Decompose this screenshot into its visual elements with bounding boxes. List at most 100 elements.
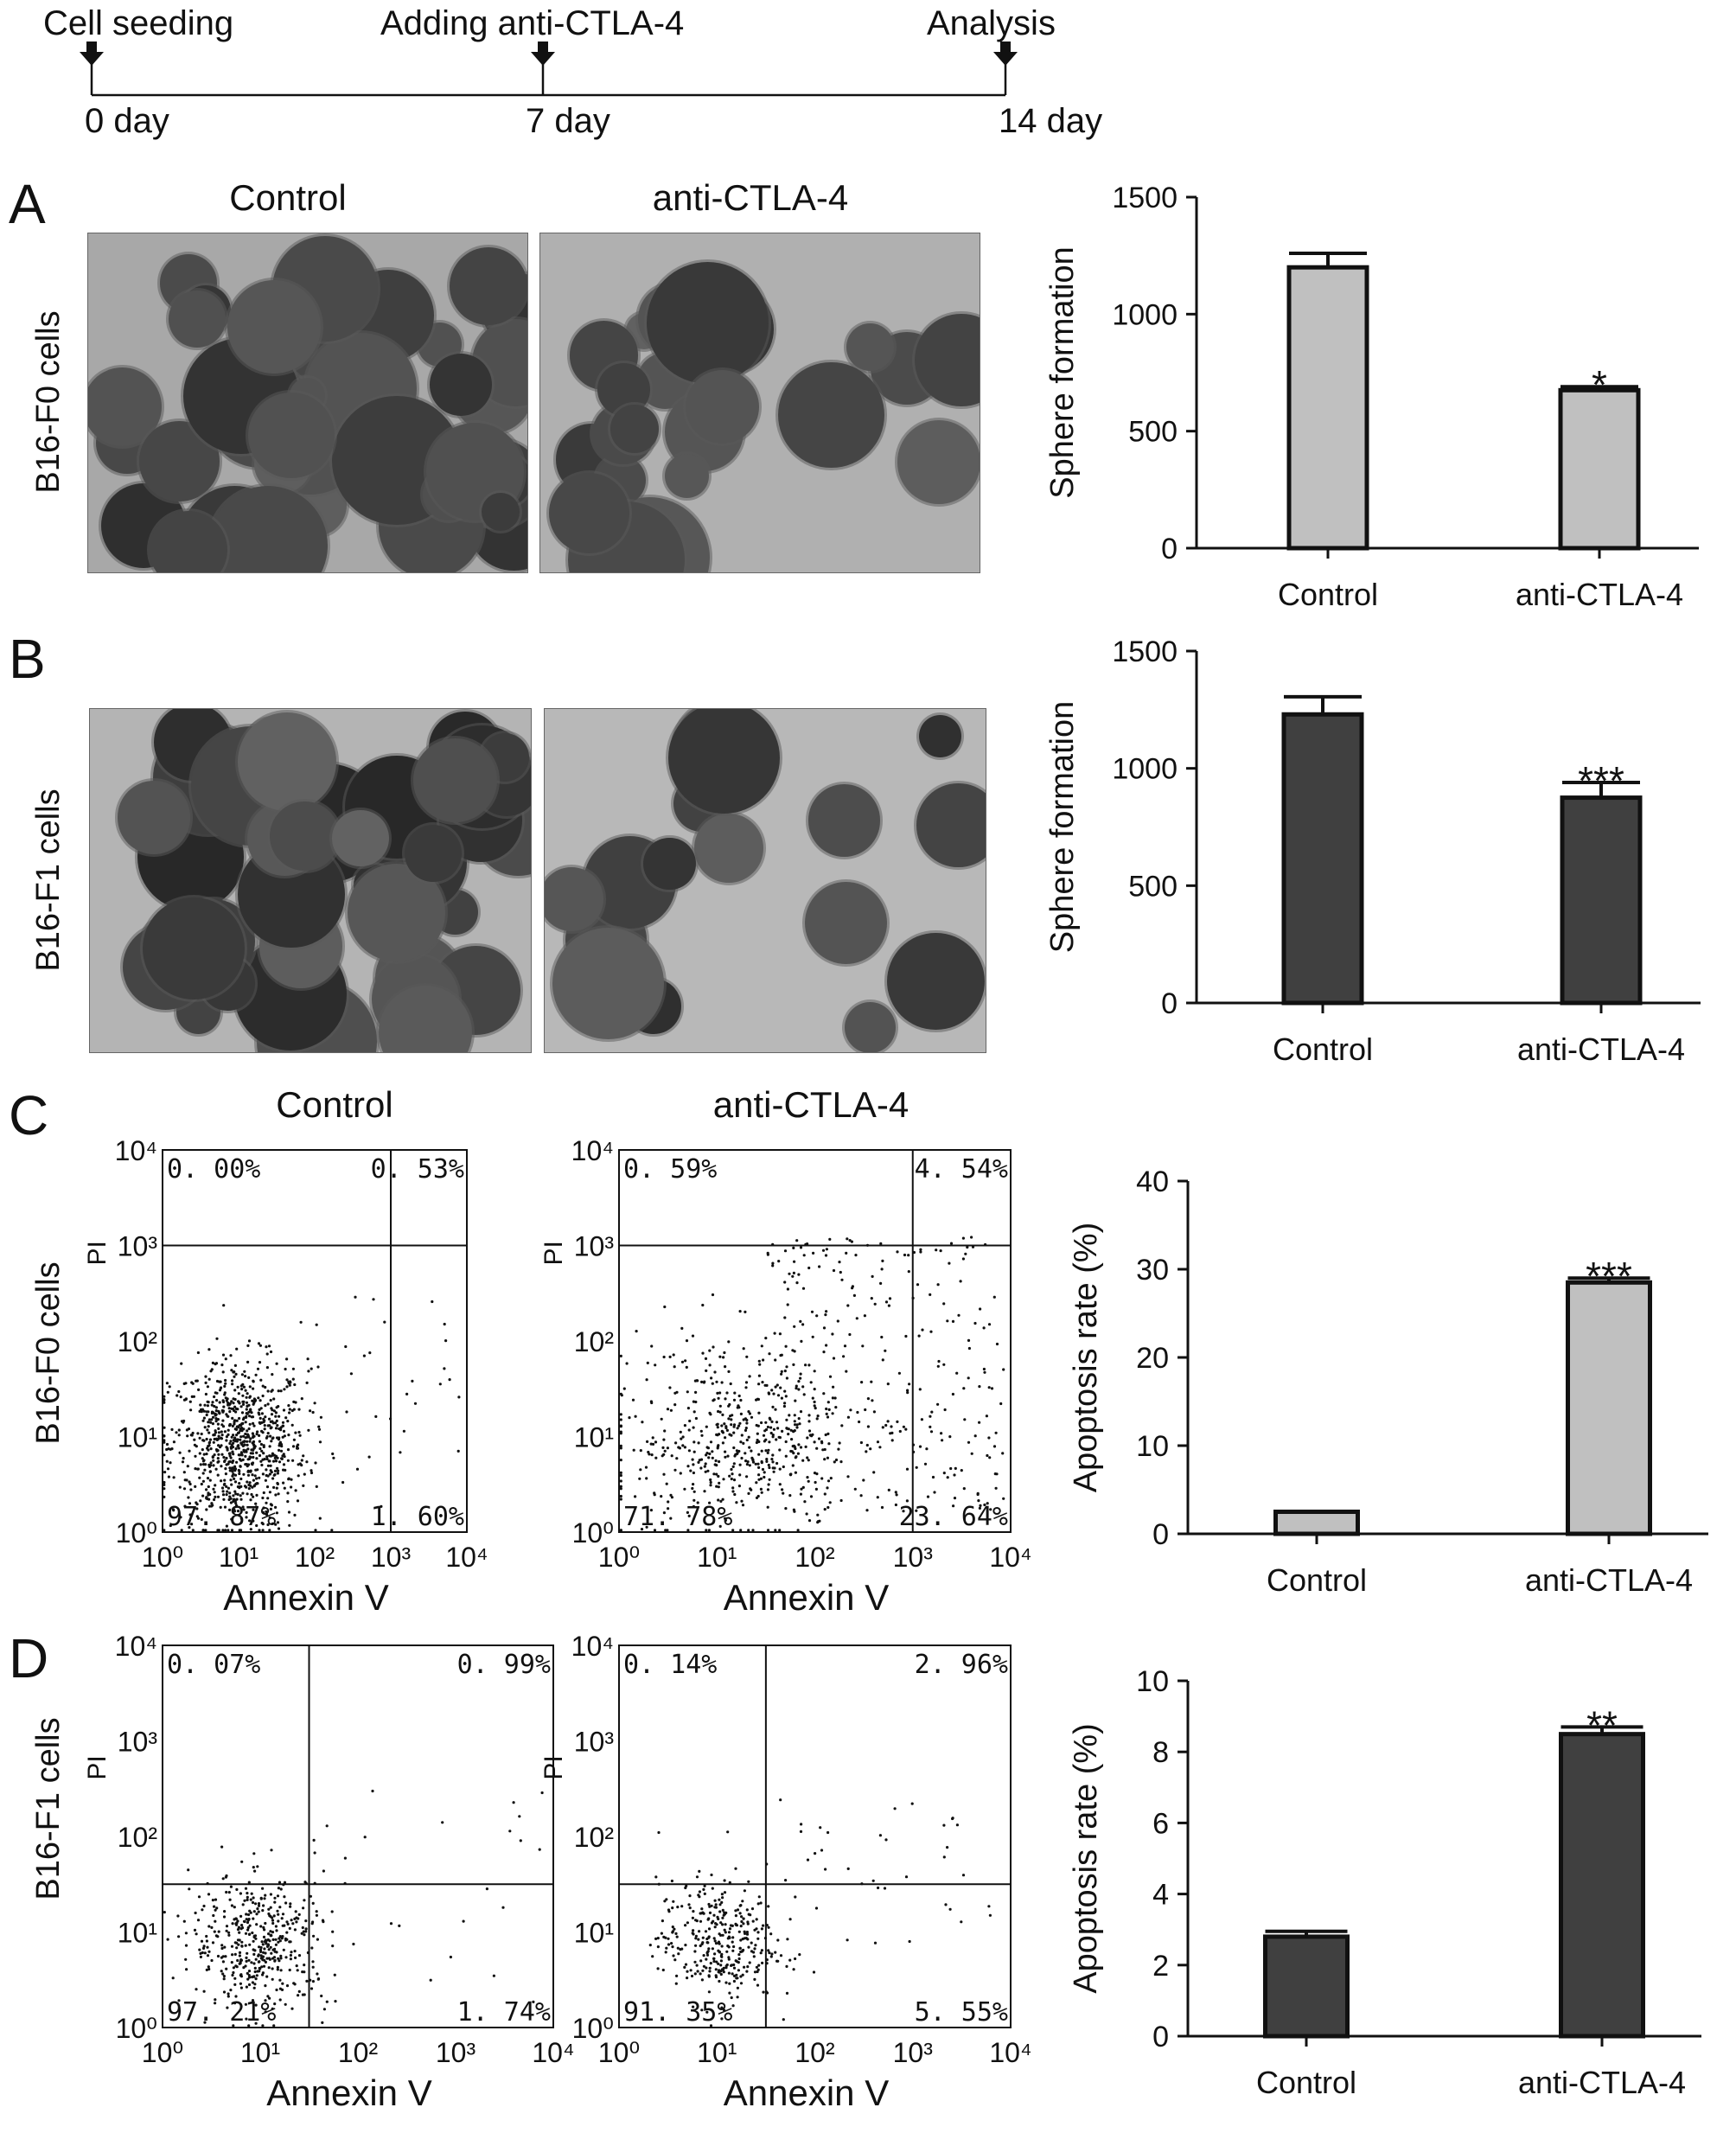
event-dot	[278, 1440, 282, 1444]
event-dot	[185, 1968, 188, 1971]
y-tick-label: 10	[1136, 1430, 1169, 1463]
event-dot	[1002, 1368, 1005, 1371]
event-dot	[748, 1464, 751, 1467]
y-axis-label: PI	[83, 1755, 112, 1779]
event-dot	[270, 1934, 273, 1938]
event-dot	[175, 1431, 178, 1434]
event-dot	[760, 1927, 764, 1931]
event-dot	[165, 1382, 169, 1385]
event-dot	[697, 1938, 700, 1941]
event-dot	[226, 1448, 229, 1452]
event-dot	[315, 1913, 318, 1917]
event-dot	[258, 1416, 262, 1420]
plot-frame	[618, 1149, 1012, 1533]
event-dot	[214, 1908, 217, 1912]
event-dot	[723, 1351, 726, 1355]
event-dot	[291, 1445, 296, 1448]
event-dot	[210, 1958, 214, 1963]
event-dot	[319, 1415, 322, 1419]
event-dot	[766, 1253, 770, 1256]
plot-frame	[162, 1644, 554, 2028]
event-dot	[653, 1529, 657, 1532]
event-dot	[252, 1508, 255, 1511]
event-dot	[839, 1270, 842, 1274]
event-dot	[262, 1452, 265, 1455]
event-dot	[261, 1458, 265, 1461]
event-dot	[258, 1970, 261, 1973]
event-dot	[788, 1272, 791, 1275]
event-dot	[251, 1999, 255, 2002]
event-dot	[739, 1925, 743, 1928]
event-dot	[718, 1404, 722, 1408]
event-dot	[781, 1488, 784, 1491]
event-dot	[706, 1918, 710, 1921]
y-tick-label: 1000	[1112, 298, 1178, 331]
event-dot	[234, 1502, 238, 1505]
event-dot	[666, 1446, 670, 1450]
event-dot	[202, 1409, 206, 1413]
event-dot	[234, 1995, 238, 1998]
panel-letter-b: B	[9, 628, 46, 690]
event-dot	[247, 1983, 252, 1987]
event-dot	[712, 1937, 716, 1940]
event-dot	[214, 1431, 218, 1434]
event-dot	[860, 1381, 864, 1384]
event-dot	[210, 1502, 214, 1505]
event-dot	[286, 1459, 290, 1462]
event-dot	[896, 1420, 899, 1423]
event-dot	[233, 1477, 236, 1480]
event-dot	[852, 1293, 857, 1297]
event-dot	[888, 1297, 892, 1300]
event-dot	[275, 1486, 278, 1490]
event-dot	[691, 1916, 695, 1919]
event-dot	[765, 1383, 769, 1387]
event-dot	[247, 1974, 251, 1977]
event-dot	[260, 1449, 264, 1453]
event-dot	[714, 1976, 718, 1979]
event-dot	[272, 1397, 276, 1401]
event-dot	[732, 1431, 736, 1434]
event-dot	[288, 1968, 291, 1972]
event-dot	[827, 1401, 830, 1404]
event-dot	[240, 1411, 245, 1415]
event-dot	[344, 1344, 348, 1349]
cell-sphere	[646, 261, 769, 385]
event-dot	[756, 1424, 760, 1427]
event-dot	[894, 1503, 897, 1507]
event-dot	[907, 1254, 910, 1257]
event-dot	[265, 1345, 268, 1349]
event-dot	[990, 1387, 994, 1390]
event-dot	[264, 2010, 267, 2014]
event-dot	[200, 1939, 204, 1943]
event-dot	[905, 1499, 909, 1503]
event-dot	[813, 1400, 816, 1404]
event-dot	[236, 1385, 239, 1389]
event-dot	[264, 1894, 267, 1897]
event-dot	[380, 1504, 383, 1508]
event-dot	[719, 1921, 723, 1925]
event-dot	[247, 1427, 251, 1431]
event-dot	[942, 1302, 946, 1306]
event-dot	[736, 1996, 739, 1999]
y-tick-label: 10³	[574, 1727, 615, 1758]
event-dot	[714, 1459, 718, 1463]
event-dot	[254, 2021, 258, 2025]
event-dot	[799, 1246, 803, 1249]
event-dot	[229, 1456, 233, 1459]
quadrant-lr: 23. 64%	[899, 1502, 1008, 1532]
event-dot	[221, 1529, 225, 1532]
event-dot	[745, 1931, 750, 1934]
event-dot	[979, 1504, 982, 1507]
event-dot	[929, 1425, 932, 1428]
event-dot	[713, 1925, 717, 1929]
event-dot	[181, 1460, 185, 1464]
event-dot	[271, 1477, 275, 1480]
event-dot	[873, 1302, 877, 1306]
event-dot	[778, 1483, 782, 1486]
event-dot	[929, 1293, 932, 1296]
event-dot	[269, 1420, 272, 1423]
event-dot	[692, 1483, 695, 1486]
event-dot	[712, 1345, 715, 1349]
event-dot	[728, 1982, 731, 1985]
event-dot	[978, 1506, 981, 1510]
